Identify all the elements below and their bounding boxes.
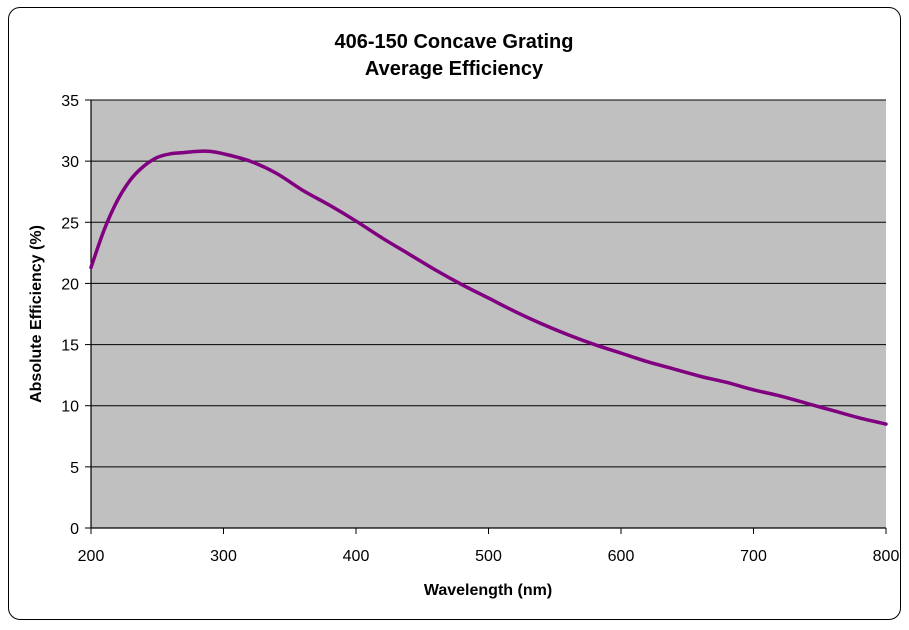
x-tick-label-200: 200 bbox=[78, 548, 105, 565]
x-axis-label: Wavelength (nm) bbox=[424, 582, 552, 599]
x-tick-label-300: 300 bbox=[210, 548, 237, 565]
grid-lines bbox=[91, 99, 886, 468]
y-tick-label-35: 35 bbox=[61, 93, 79, 110]
x-tick-label-600: 600 bbox=[608, 548, 635, 565]
y-tick-label-15: 15 bbox=[61, 338, 79, 355]
y-tick-label-10: 10 bbox=[61, 399, 79, 416]
x-tick-label-400: 400 bbox=[343, 548, 370, 565]
y-tick-label-30: 30 bbox=[61, 154, 79, 171]
chart-title-line-1: 406-150 Concave Grating bbox=[335, 31, 574, 53]
y-axis-ticks: 0 5 10 15 20 25 30 35 bbox=[61, 93, 91, 538]
x-tick-label-800: 800 bbox=[873, 548, 900, 565]
efficiency-series-line bbox=[89, 149, 888, 426]
chart-title-line-2: Average Efficiency bbox=[365, 58, 544, 80]
y-tick-label-0: 0 bbox=[70, 521, 79, 538]
y-tick-label-20: 20 bbox=[61, 276, 79, 293]
y-tick-label-25: 25 bbox=[61, 215, 79, 232]
y-tick-label-5: 5 bbox=[70, 460, 79, 477]
x-tick-label-700: 700 bbox=[740, 548, 767, 565]
y-axis-label: Absolute Efficiency (%) bbox=[28, 225, 45, 403]
x-tick-label-500: 500 bbox=[475, 548, 502, 565]
x-axis-ticks: 200 300 400 500 600 700 800 bbox=[78, 528, 900, 565]
plot-area bbox=[91, 100, 886, 528]
